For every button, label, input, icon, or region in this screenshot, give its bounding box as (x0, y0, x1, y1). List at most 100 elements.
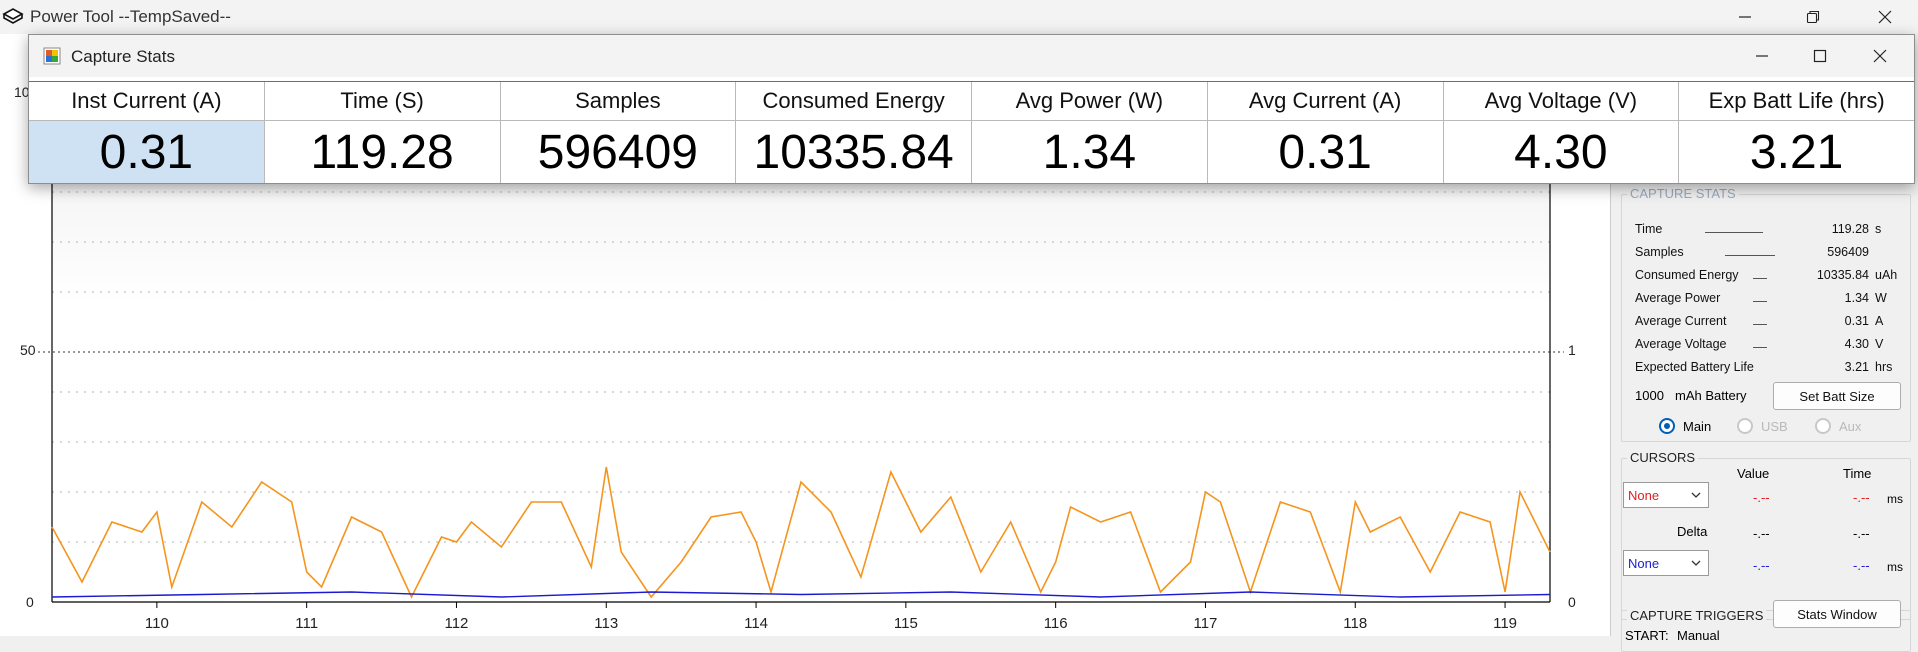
radio-aux[interactable]: Aux (1815, 418, 1861, 434)
cursor1-time: -.-- (1853, 490, 1870, 505)
cursor2-select[interactable]: None (1623, 550, 1709, 576)
stat-value[interactable]: 596409 (537, 125, 698, 179)
capture-stat-label: Samples (1635, 245, 1684, 259)
capture-stat-value: 596409 (1827, 245, 1869, 259)
capture-stat-row: Expected Battery Life 3.21 hrs (1635, 360, 1897, 380)
main-close-button[interactable] (1856, 0, 1914, 34)
cursors-group-title: CURSORS (1627, 450, 1699, 465)
series-line-orange (51, 466, 1551, 599)
x-tick-label: 117 (1193, 615, 1217, 632)
minimize-icon (1739, 16, 1751, 18)
capture-stat-row: Consumed Energy 10335.84 uAh (1635, 268, 1897, 288)
battery-size-value: 1000 (1635, 388, 1664, 403)
delta-value: -.-- (1753, 526, 1770, 541)
capture-stat-unit: W (1875, 291, 1887, 305)
capture-stat-unit: hrs (1875, 360, 1893, 374)
x-tick-label: 118 (1343, 615, 1367, 632)
chevron-down-icon (1691, 560, 1701, 566)
stats-minimize-button[interactable] (1733, 39, 1791, 73)
radio-aux-indicator (1815, 418, 1831, 434)
stats-close-button[interactable] (1851, 39, 1909, 73)
stat-column-avg-current: Avg Current (A) 0.31 (1207, 82, 1444, 183)
stat-value[interactable]: 0.31 (1278, 125, 1372, 179)
x-tick-label: 115 (894, 615, 918, 632)
radio-aux-label: Aux (1839, 418, 1862, 434)
stats-window-titlebar: Capture Stats (29, 35, 1914, 77)
x-tick-label: 116 (1044, 615, 1068, 632)
capture-stat-unit: V (1875, 337, 1884, 351)
capture-stat-row: Time 119.28 s (1635, 222, 1897, 242)
stat-header: Avg Voltage (V) (1443, 82, 1679, 121)
cursor2-select-value: None (1628, 555, 1660, 571)
radio-main[interactable]: Main (1659, 418, 1711, 434)
x-tick-label: 114 (744, 615, 768, 632)
cursors-value-header: Value (1737, 466, 1770, 481)
leader-line (1705, 232, 1763, 233)
capture-stat-label: Consumed Energy (1635, 268, 1739, 282)
capture-stat-row: Average Power 1.34 W (1635, 291, 1897, 311)
battery-size-label: mAh Battery (1675, 388, 1747, 403)
capture-stat-label: Expected Battery Life (1635, 360, 1754, 374)
stats-maximize-button[interactable] (1791, 39, 1849, 73)
capture-stat-value: 0.31 (1844, 314, 1869, 328)
delta-label: Delta (1677, 524, 1708, 539)
stat-header: Time (S) (264, 82, 500, 121)
capture-stats-window: Capture Stats Inst Current (A) 0.31 Time… (28, 34, 1915, 184)
right-axis-label-0: 0 (1568, 594, 1576, 610)
cursor1-select-value: None (1628, 487, 1660, 503)
cursor2-time: -.-- (1853, 558, 1870, 573)
cursor2-unit: ms (1887, 560, 1903, 574)
leader-line (1725, 255, 1775, 256)
main-titlebar: Power Tool --TempSaved-- (0, 0, 1918, 34)
leader-line (1753, 347, 1767, 348)
stat-value[interactable]: 1.34 (1042, 125, 1137, 179)
series-line-blue (51, 591, 1551, 598)
stat-header: Consumed Energy (736, 82, 971, 121)
app-logo-icon (2, 8, 24, 24)
capture-stat-row: Average Voltage 4.30 V (1635, 337, 1897, 357)
radio-usb-label: USB (1761, 418, 1788, 434)
x-tick-label: 119 (1493, 615, 1517, 632)
capture-stat-value: 4.30 (1844, 337, 1869, 351)
stat-value[interactable]: 0.31 (29, 121, 264, 183)
maximize-icon (1813, 49, 1827, 63)
leader-line (1753, 324, 1767, 325)
stat-column-inst-current: Inst Current (A) 0.31 (29, 82, 265, 183)
capture-stat-unit: s (1875, 222, 1882, 236)
stat-value[interactable]: 10335.84 (753, 125, 954, 179)
radio-main-indicator (1659, 418, 1675, 434)
capture-stat-unit: uAh (1875, 268, 1898, 282)
radio-usb[interactable]: USB (1737, 418, 1788, 434)
capture-triggers-title: CAPTURE TRIGGERS (1627, 608, 1767, 623)
right-axis-label-1: 1 (1568, 342, 1576, 358)
main-restore-button[interactable] (1784, 0, 1842, 34)
cursor1-select[interactable]: None (1623, 482, 1709, 508)
leader-line (1753, 278, 1767, 279)
stat-column-samples: Samples 596409 (500, 82, 737, 183)
leader-line (1753, 301, 1767, 302)
stat-value[interactable]: 4.30 (1514, 125, 1608, 179)
stats-window-button[interactable]: Stats Window (1773, 600, 1901, 628)
capture-stat-value: 3.21 (1844, 360, 1869, 374)
capture-stat-label: Time (1635, 222, 1663, 236)
capture-stat-unit: A (1875, 314, 1884, 328)
stat-header: Avg Power (W) (972, 82, 1207, 121)
stat-header: Exp Batt Life (hrs) (1679, 82, 1914, 121)
x-tick-label: 110 (145, 615, 169, 632)
capture-stat-label: Average Power (1635, 291, 1721, 305)
main-minimize-button[interactable] (1716, 0, 1774, 34)
stat-column-avg-voltage: Avg Voltage (V) 4.30 (1443, 82, 1680, 183)
capture-stat-value: 119.28 (1831, 222, 1869, 236)
stat-value[interactable]: 3.21 (1749, 125, 1844, 179)
close-icon (1878, 10, 1892, 24)
cursors-time-header: Time (1843, 466, 1872, 481)
left-axis-label-0: 0 (26, 594, 34, 610)
minimize-icon (1756, 55, 1768, 57)
left-axis-top-label: 10 (14, 84, 30, 100)
stat-value[interactable]: 119.28 (310, 125, 454, 179)
set-batt-size-button[interactable]: Set Batt Size (1773, 382, 1901, 410)
radio-usb-indicator (1737, 418, 1753, 434)
capture-stat-row: Samples 596409 (1635, 245, 1897, 265)
capture-stats-group (1621, 194, 1911, 442)
stat-column-exp-batt-life: Exp Batt Life (hrs) 3.21 (1679, 82, 1914, 183)
